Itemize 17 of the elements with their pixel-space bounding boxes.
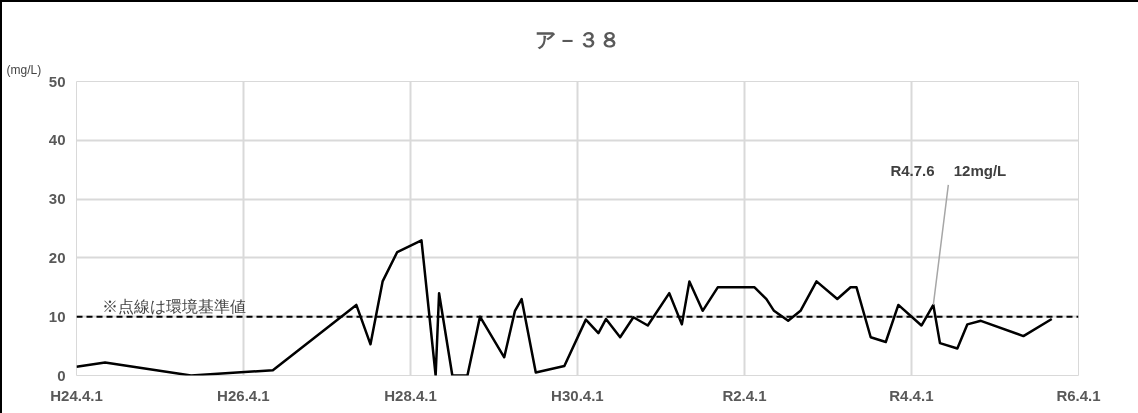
y-axis-title: (mg/L): [6, 62, 42, 77]
y-tick-label: 20: [48, 248, 66, 266]
ref-line-label: ※点線は環境基準値: [101, 297, 246, 315]
x-tick-label: H26.4.1: [217, 386, 270, 404]
y-tick-label: 40: [48, 131, 66, 149]
y-tick-label: 0: [57, 366, 66, 384]
annotation: R4.7.6 12mg/L: [890, 161, 1007, 179]
x-tick-label: H28.4.1: [384, 386, 437, 404]
x-tick-label: H30.4.1: [551, 386, 604, 404]
x-tick-label: R4.4.1: [889, 386, 934, 404]
x-tick-label: R2.4.1: [722, 386, 767, 404]
chart-title: ア－３８: [535, 27, 620, 51]
x-tick-label: R6.4.1: [1056, 386, 1101, 404]
y-tick-label: 50: [48, 72, 66, 90]
y-tick-label: 10: [48, 307, 66, 325]
y-tick-label: 30: [48, 190, 66, 208]
x-tick-label: H24.4.1: [50, 386, 103, 404]
